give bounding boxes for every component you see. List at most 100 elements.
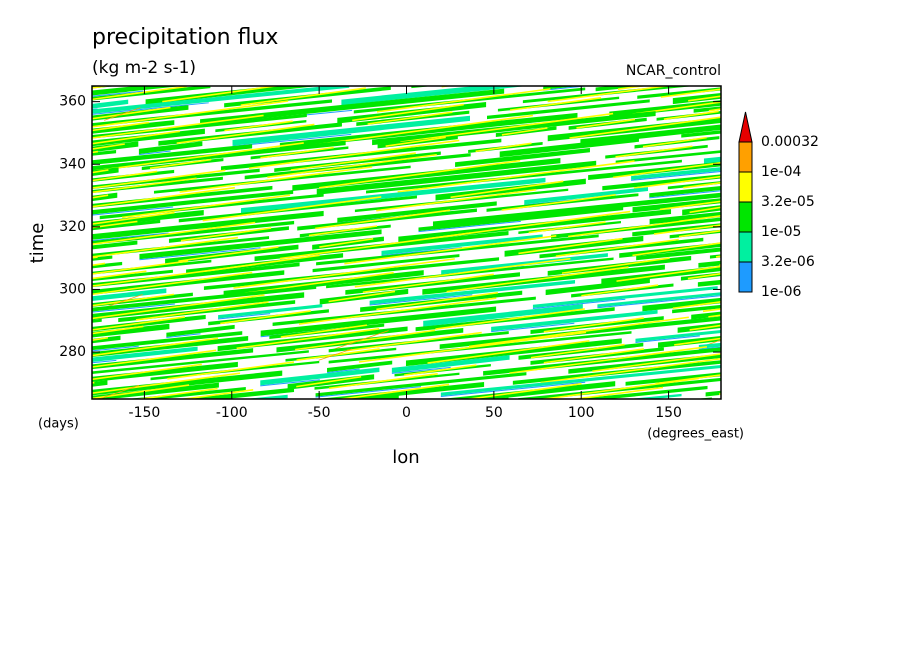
colorbar-box [738, 231, 753, 263]
contour-band [635, 335, 700, 344]
contour-band [391, 355, 510, 373]
contour-band [315, 372, 527, 397]
contour-band [597, 295, 721, 309]
contour-band [435, 308, 585, 330]
contour-band [318, 348, 353, 361]
contour-band [280, 324, 368, 338]
y-axis-label: time [27, 223, 48, 264]
contour-band [301, 45, 442, 66]
contour-band [581, 284, 659, 297]
y-axis-units: (days) [38, 417, 79, 432]
contour-band [574, 385, 708, 399]
contour-band [552, 23, 789, 53]
contour-band [14, 65, 93, 78]
contour-band [471, 0, 584, 11]
contour-band [68, 421, 264, 446]
colorbar-label: 0.00032 [761, 134, 819, 150]
contour-band [364, 13, 463, 26]
contour-band [693, 390, 904, 418]
contour-band [252, 75, 320, 86]
contour-band [256, 50, 390, 63]
contour-band [92, 90, 144, 97]
contour-band [92, 349, 217, 368]
contour-band [359, 25, 506, 45]
contour-band [67, 468, 206, 482]
contour-band [260, 146, 334, 159]
x-axis-label: lon [392, 447, 419, 468]
contour-band [376, 291, 499, 311]
colorbar-label: 3.2e-05 [761, 194, 815, 210]
contour-band [665, 388, 904, 422]
y-tick-label: 320 [59, 219, 86, 235]
contour-band [547, 86, 672, 103]
contour-band [391, 366, 451, 374]
contour-band [92, 316, 186, 331]
contour-band [92, 350, 309, 374]
contour-band [138, 150, 171, 156]
contour-band [532, 286, 718, 309]
contour-band [625, 372, 721, 386]
contour-band [5, 0, 158, 15]
contour-band [698, 342, 721, 349]
contour-band [376, 188, 537, 212]
contour-band [338, 54, 613, 85]
contour-field [5, 0, 904, 482]
contour-band [233, 258, 455, 289]
contour-band [92, 177, 197, 194]
contour-band [92, 186, 235, 208]
contour-band [691, 311, 721, 320]
contour-band [418, 206, 624, 232]
contour-band [460, 24, 655, 50]
contour-band [385, 136, 446, 147]
contour-band [543, 86, 580, 90]
contour-band [635, 329, 721, 343]
contour-band [632, 242, 721, 257]
y-tick-label: 300 [59, 281, 86, 297]
contour-band [751, 371, 904, 401]
contour-band [260, 379, 320, 387]
colorbar-arrow [738, 111, 753, 143]
contour-band [663, 110, 719, 120]
contour-band [167, 361, 295, 380]
contour-band [92, 331, 243, 351]
contour-band [569, 386, 664, 399]
colorbar-label: 1e-05 [761, 224, 801, 240]
contour-band [337, 201, 497, 223]
contour-band [94, 142, 304, 172]
contour-band [709, 254, 721, 259]
contour-band [535, 0, 816, 22]
contour-band [56, 0, 353, 27]
contour-band [452, 39, 564, 55]
contour-band [92, 318, 102, 323]
contour-band [727, 256, 904, 290]
contour-band [167, 0, 389, 25]
contour-band [97, 436, 290, 462]
contour-band [557, 46, 668, 57]
contour-band [166, 333, 201, 339]
contour-band [166, 324, 235, 338]
contour-band [45, 446, 121, 460]
contour-band [92, 292, 305, 320]
contour-band [471, 0, 697, 11]
contour-band [92, 209, 204, 228]
contour-band [631, 167, 721, 180]
contour-band [570, 11, 670, 25]
contour-band [509, 412, 610, 422]
contour-band [92, 114, 264, 139]
contour-band [341, 86, 528, 106]
contour-band [86, 0, 309, 24]
contour-band [295, 329, 436, 351]
contour-band [501, 193, 616, 211]
contour-band [259, 76, 310, 83]
contour-band [92, 381, 95, 384]
contour-band [366, 54, 528, 77]
contour-band [693, 106, 721, 113]
contour-band [377, 435, 457, 448]
contour-band [548, 0, 747, 10]
contour-band [501, 127, 548, 136]
colorbar-box [738, 201, 753, 233]
chart-title: precipitation flux [92, 25, 278, 50]
contour-band [358, 331, 587, 363]
contour-band [134, 387, 218, 399]
contour-band [309, 21, 499, 44]
